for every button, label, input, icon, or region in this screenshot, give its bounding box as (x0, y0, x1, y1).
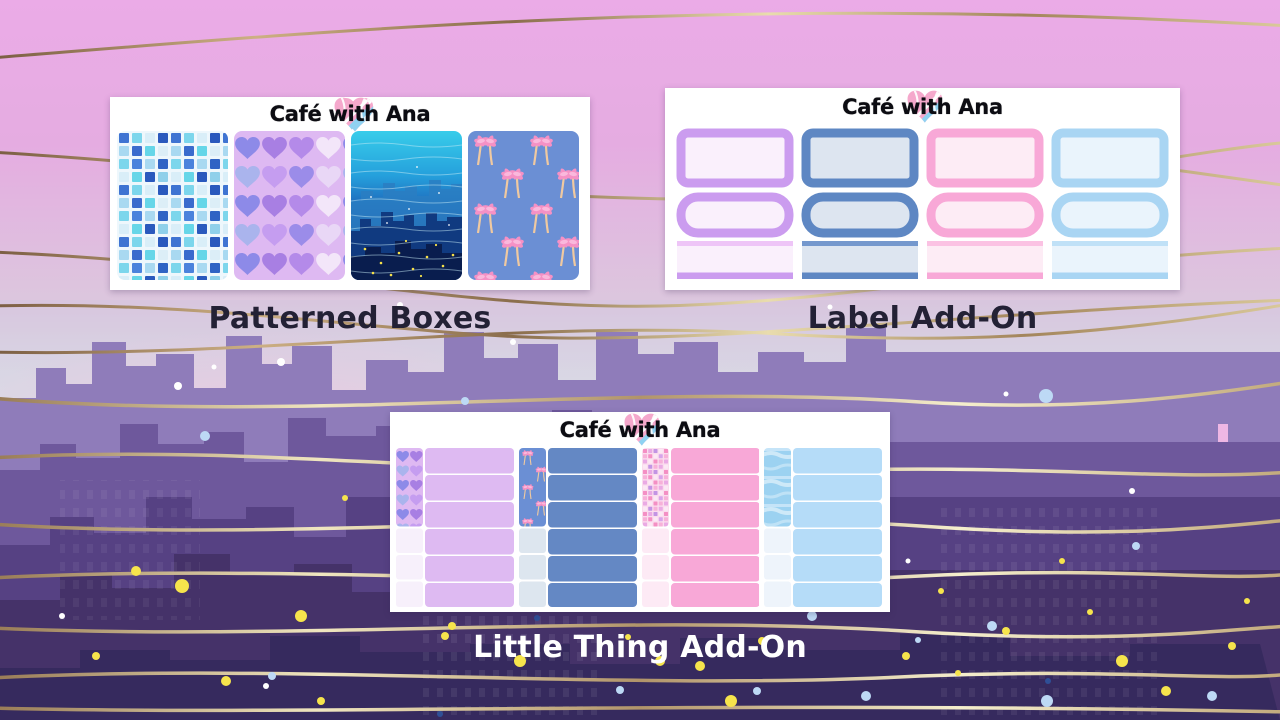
pattern-box-row (110, 131, 590, 280)
blue-mosaic-box-sticker (117, 131, 228, 280)
brand-logo-text: Café with Ana (842, 95, 1003, 119)
little-thing-card: Café with Ana (390, 412, 890, 612)
label-sticker-grid (665, 126, 1180, 280)
little-label-rows (547, 448, 637, 607)
little-label-rows (670, 448, 760, 607)
label-addon-title: Label Add-On (807, 301, 1038, 336)
brand-logo: Café with Ana (665, 88, 1180, 126)
brand-logo: Café with Ana (110, 97, 590, 131)
little-thing-group-lilac (396, 448, 514, 607)
label-box-sticker (926, 128, 1044, 188)
brand-logo: Café with Ana (390, 412, 890, 448)
label-column-pink (926, 128, 1044, 279)
little-thing-group-sky (764, 448, 882, 607)
label-strip-sticker (927, 241, 1043, 279)
hearts-pattern-strip (396, 448, 423, 527)
night-skyline-box-sticker (351, 131, 462, 280)
label-box-sticker (801, 128, 919, 188)
heart-logo-icon (907, 90, 942, 123)
palms-pattern-strip (518, 448, 546, 527)
label-pill-sticker (926, 192, 1044, 238)
label-pill-sticker (676, 192, 794, 238)
brand-logo-text: Café with Ana (269, 102, 431, 126)
heart-logo-icon (329, 91, 375, 133)
confetti (59, 181, 1250, 717)
heart-logo-icon (624, 413, 660, 446)
patterned-boxes-card: Café with Ana (110, 97, 590, 290)
little-thing-group-pink (641, 448, 760, 607)
pink-mosaic-pattern-strip (641, 448, 669, 527)
patterned-boxes-title: Patterned Boxes (208, 301, 492, 336)
label-addon-card: Café with Ana (665, 88, 1180, 290)
label-column-sky (1051, 128, 1169, 279)
little-thing-groups (390, 448, 890, 607)
little-label-rows (793, 448, 882, 607)
sky-pattern-strip (764, 448, 792, 527)
label-column-blue (801, 128, 919, 279)
little-thing-group-blue (518, 448, 637, 607)
little-thing-title: Little Thing Add-On (473, 630, 807, 665)
label-strip-sticker (1052, 241, 1168, 279)
label-box-sticker (676, 128, 794, 188)
purple-hearts-box-sticker (234, 131, 345, 280)
label-strip-sticker (677, 241, 793, 279)
label-column-lilac (676, 128, 794, 279)
brand-logo-text: Café with Ana (559, 418, 721, 442)
pink-palms-box-sticker (468, 131, 579, 280)
label-strip-sticker (802, 241, 918, 279)
label-pill-sticker (1051, 192, 1169, 238)
label-pill-sticker (801, 192, 919, 238)
little-label-rows (425, 448, 514, 607)
label-box-sticker (1051, 128, 1169, 188)
